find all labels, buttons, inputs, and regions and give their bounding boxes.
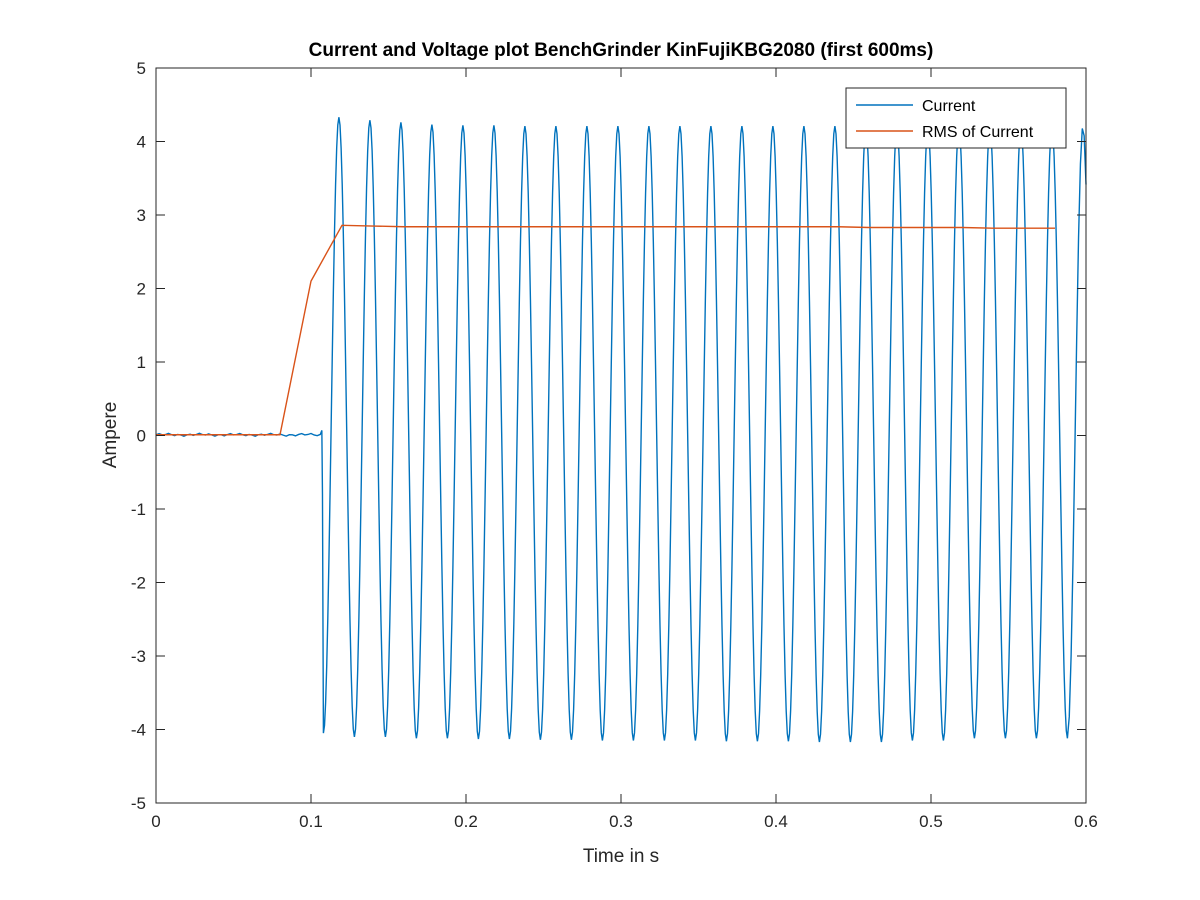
y-tick-label: -5 bbox=[131, 794, 146, 813]
x-tick-label: 0.2 bbox=[454, 812, 478, 831]
legend-label-rms-of-current: RMS of Current bbox=[922, 124, 1034, 141]
y-tick-label: -4 bbox=[131, 721, 146, 740]
y-tick-label: -1 bbox=[131, 500, 146, 519]
y-tick-label: 3 bbox=[137, 206, 146, 225]
legend-box bbox=[845, 87, 1067, 149]
chart-title: Current and Voltage plot BenchGrinder Ki… bbox=[309, 40, 934, 61]
x-tick-label: 0.5 bbox=[919, 812, 943, 831]
x-tick-label: 0.3 bbox=[609, 812, 633, 831]
x-tick-label: 0.1 bbox=[299, 812, 323, 831]
x-axis-label: Time in s bbox=[583, 846, 659, 867]
axes-layer: 0 0.1 0.2 0.3 0.4 0.5 0.6 -5 -4 -3 -2 -1 0 1 2 3 4 5 bbox=[131, 59, 1098, 831]
series-line-current bbox=[155, 117, 1087, 743]
x-tick-label: 0.4 bbox=[764, 812, 788, 831]
y-tick-label: 1 bbox=[137, 353, 146, 372]
series-line-rms-of-current bbox=[156, 224, 1055, 436]
y-tick-label: -2 bbox=[131, 574, 146, 593]
legend-label-current: Current bbox=[922, 98, 976, 115]
y-tick-label: 0 bbox=[137, 427, 146, 446]
y-tick-label: 5 bbox=[137, 59, 146, 78]
y-tick-label: 2 bbox=[137, 280, 146, 299]
y-axis-label: Ampere bbox=[100, 402, 121, 469]
series-layer bbox=[155, 117, 1087, 743]
x-tick-label: 0 bbox=[151, 812, 160, 831]
x-tick-label: 0.6 bbox=[1074, 812, 1098, 831]
legend: Current RMS of Current bbox=[845, 87, 1067, 149]
y-tick-label: 4 bbox=[137, 133, 146, 152]
y-tick-label: -3 bbox=[131, 647, 146, 666]
